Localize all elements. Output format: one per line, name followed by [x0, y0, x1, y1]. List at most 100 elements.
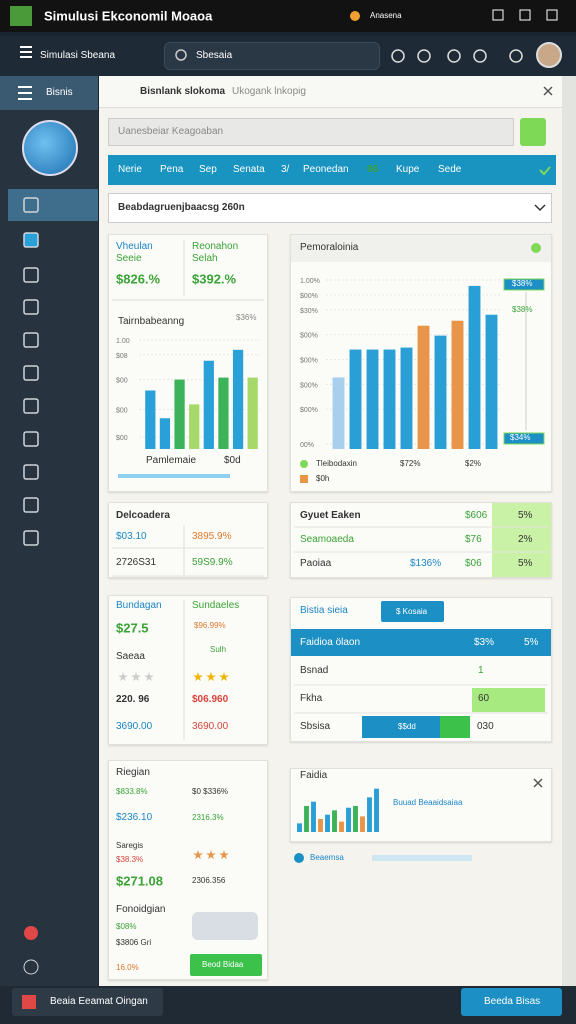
legend: $0h [316, 474, 330, 483]
rows: 3895.9% [192, 531, 232, 542]
account-icon[interactable] [350, 11, 360, 21]
bar [451, 320, 464, 449]
section-rows: $3806 Gri [116, 938, 152, 947]
rows: 2316.3% [192, 813, 224, 822]
bar [297, 823, 302, 832]
bar [417, 325, 430, 449]
star [219, 850, 229, 860]
bar [400, 347, 413, 449]
nav-icon [23, 398, 39, 414]
stocks-button[interactable] [381, 601, 444, 622]
legend-swatch [300, 475, 308, 483]
cells: $606 [465, 510, 488, 521]
rows: $833.8% [116, 787, 148, 796]
bar [304, 806, 309, 832]
bar [318, 819, 323, 832]
label: Paoiaa [300, 558, 332, 569]
dropdown[interactable] [108, 193, 552, 223]
tabs: Sede [438, 164, 462, 175]
y-tick-label: 1.00% [300, 278, 320, 285]
tabs: 06 [367, 164, 379, 175]
nav-icon [23, 267, 39, 283]
nav-icon [23, 197, 39, 213]
star [206, 672, 216, 682]
nav-icon [23, 232, 39, 248]
performance-header [291, 235, 551, 262]
rows: $236.10 [116, 812, 153, 823]
section-rows: $08% [116, 922, 137, 931]
stocks-bar [440, 716, 470, 738]
badge-bottom: $34% [510, 433, 531, 442]
title: Delcoadera [116, 510, 170, 521]
header-icon [473, 49, 487, 63]
bar [332, 377, 345, 449]
button: Beod Bidaa [202, 960, 244, 969]
y-tick-label: $00% [300, 407, 318, 414]
legend: $2% [465, 459, 482, 468]
bar [346, 807, 351, 832]
title: Riegian [116, 767, 150, 778]
y-tick-label: $00 [116, 378, 128, 385]
button: Beeda Bisas [484, 996, 541, 1007]
y-tick-label: $00% [300, 293, 318, 300]
label: Seamoaeda [300, 534, 354, 545]
bar [189, 404, 200, 449]
nav-active[interactable] [8, 189, 98, 221]
sub-value: $38.3% [116, 855, 144, 864]
nav-icon [23, 365, 39, 381]
footer-left: Pamlemaie [146, 455, 197, 466]
scrollbar[interactable] [562, 76, 576, 986]
sidebar-header [0, 76, 98, 110]
search-box[interactable] [164, 42, 380, 70]
legend: $72% [400, 459, 421, 468]
window-control [492, 9, 504, 21]
legend: Tleibodaxin [316, 459, 357, 468]
avatar[interactable] [536, 42, 562, 68]
title: Pemoraloinia [300, 242, 359, 253]
go-button[interactable] [520, 118, 546, 146]
nav-icon [23, 530, 39, 546]
bar [203, 360, 214, 449]
stocks-bar [362, 716, 440, 738]
window-control [519, 9, 531, 21]
input: Uanesbeiar Keagoaban [118, 126, 224, 137]
sublabel: Saeaa [116, 651, 145, 662]
value: 030 [477, 721, 494, 732]
close-icon [533, 778, 543, 788]
bar [332, 810, 337, 832]
label: Sbsisa [300, 721, 331, 732]
bar [159, 418, 171, 449]
nav-icon [23, 431, 39, 447]
chart-value: $36% [236, 313, 257, 322]
budget-card [108, 595, 268, 745]
cells: $06 [465, 558, 482, 569]
footer-button[interactable] [461, 988, 562, 1016]
cells: 2% [518, 534, 533, 545]
label: Vheulan [116, 241, 153, 252]
rows: $0 $336% [192, 787, 229, 796]
badge-top: $38% [512, 279, 533, 288]
tabs: Sep [199, 164, 217, 175]
footer-right: $0d [224, 455, 241, 466]
nav-icon [23, 332, 39, 348]
bar [485, 314, 498, 449]
status-dot [531, 243, 541, 253]
label: Bundagan [116, 600, 162, 611]
columns: $3% [474, 637, 495, 648]
bar [468, 285, 481, 449]
amount: $271.08 [116, 873, 163, 889]
bar [325, 814, 330, 832]
close-icon [543, 86, 553, 96]
bar [366, 349, 379, 449]
regions-button[interactable] [190, 954, 262, 976]
input[interactable] [108, 118, 514, 146]
value: $96.99% [194, 621, 226, 630]
star [118, 672, 128, 682]
star [193, 850, 203, 860]
nav-icon [23, 464, 39, 480]
dropdown: Beabdagruenjbaacsg 260n [118, 202, 245, 213]
amount: $06.960 [192, 694, 229, 705]
rows: $03.10 [116, 531, 147, 542]
bar [218, 377, 229, 449]
value: 60 [478, 693, 490, 704]
